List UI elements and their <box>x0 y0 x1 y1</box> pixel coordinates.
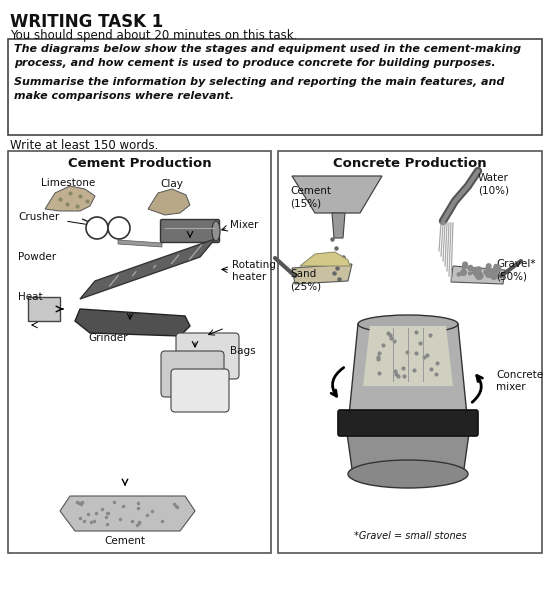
Text: Sand
(25%): Sand (25%) <box>290 269 321 291</box>
Text: Concrete Production: Concrete Production <box>333 157 487 170</box>
Circle shape <box>472 268 478 274</box>
Text: Powder: Powder <box>18 252 56 262</box>
Polygon shape <box>346 426 470 476</box>
FancyBboxPatch shape <box>338 410 478 436</box>
Circle shape <box>468 271 472 275</box>
Circle shape <box>490 271 498 280</box>
Circle shape <box>467 265 474 271</box>
Circle shape <box>483 269 489 275</box>
Circle shape <box>471 267 481 275</box>
Circle shape <box>475 271 483 280</box>
Text: Mixer: Mixer <box>230 220 258 230</box>
Text: Summarise the information by selecting and reporting the main features, and
make: Summarise the information by selecting a… <box>14 77 504 100</box>
Text: Bags: Bags <box>230 346 256 356</box>
Ellipse shape <box>212 221 220 241</box>
Polygon shape <box>75 309 190 336</box>
Circle shape <box>486 263 492 269</box>
Circle shape <box>485 270 493 278</box>
Polygon shape <box>332 213 345 238</box>
Ellipse shape <box>358 315 458 333</box>
Circle shape <box>476 266 482 272</box>
Polygon shape <box>45 186 95 211</box>
Text: *Gravel = small stones: *Gravel = small stones <box>354 531 466 541</box>
Circle shape <box>475 274 479 278</box>
Circle shape <box>493 264 502 273</box>
Circle shape <box>461 264 467 269</box>
Text: You should spend about 20 minutes on this task.: You should spend about 20 minutes on thi… <box>10 29 298 42</box>
Text: The diagrams below show the stages and equipment used in the cement-making
proce: The diagrams below show the stages and e… <box>14 44 521 67</box>
Circle shape <box>462 261 468 268</box>
Bar <box>8 39 542 135</box>
Polygon shape <box>300 252 350 266</box>
Circle shape <box>456 272 461 277</box>
Text: Write at least 150 words.: Write at least 150 words. <box>10 139 158 152</box>
Polygon shape <box>292 176 382 213</box>
Text: Rotating
heater: Rotating heater <box>232 260 276 282</box>
Polygon shape <box>118 240 162 247</box>
Text: Crusher: Crusher <box>18 212 59 222</box>
Circle shape <box>494 264 498 268</box>
Polygon shape <box>60 496 195 531</box>
FancyBboxPatch shape <box>161 351 224 397</box>
Text: Grinder: Grinder <box>88 333 128 343</box>
Circle shape <box>487 269 494 277</box>
Text: WRITING TASK 1: WRITING TASK 1 <box>10 13 163 31</box>
Text: Clay: Clay <box>161 179 184 189</box>
Polygon shape <box>348 324 468 426</box>
Polygon shape <box>292 264 352 284</box>
Bar <box>278 151 542 553</box>
FancyBboxPatch shape <box>176 333 239 379</box>
Ellipse shape <box>348 460 468 488</box>
Text: Heat: Heat <box>18 292 43 302</box>
Circle shape <box>108 217 130 239</box>
Text: Cement: Cement <box>104 536 146 546</box>
Bar <box>28 297 60 321</box>
Polygon shape <box>80 239 215 299</box>
Circle shape <box>460 269 467 276</box>
Bar <box>8 151 271 553</box>
Circle shape <box>86 217 108 239</box>
FancyBboxPatch shape <box>171 369 229 412</box>
Text: Water
(10%): Water (10%) <box>478 173 509 196</box>
Polygon shape <box>148 189 190 215</box>
Polygon shape <box>363 326 453 386</box>
Text: Gravel*
(50%): Gravel* (50%) <box>496 259 536 281</box>
Polygon shape <box>451 266 505 284</box>
Text: Cement
(15%): Cement (15%) <box>290 186 331 209</box>
Circle shape <box>485 267 490 271</box>
Circle shape <box>477 269 481 273</box>
FancyBboxPatch shape <box>161 219 219 242</box>
Text: Cement Production: Cement Production <box>68 157 212 170</box>
Text: Limestone: Limestone <box>41 178 95 188</box>
Text: Concrete
mixer: Concrete mixer <box>496 370 543 392</box>
